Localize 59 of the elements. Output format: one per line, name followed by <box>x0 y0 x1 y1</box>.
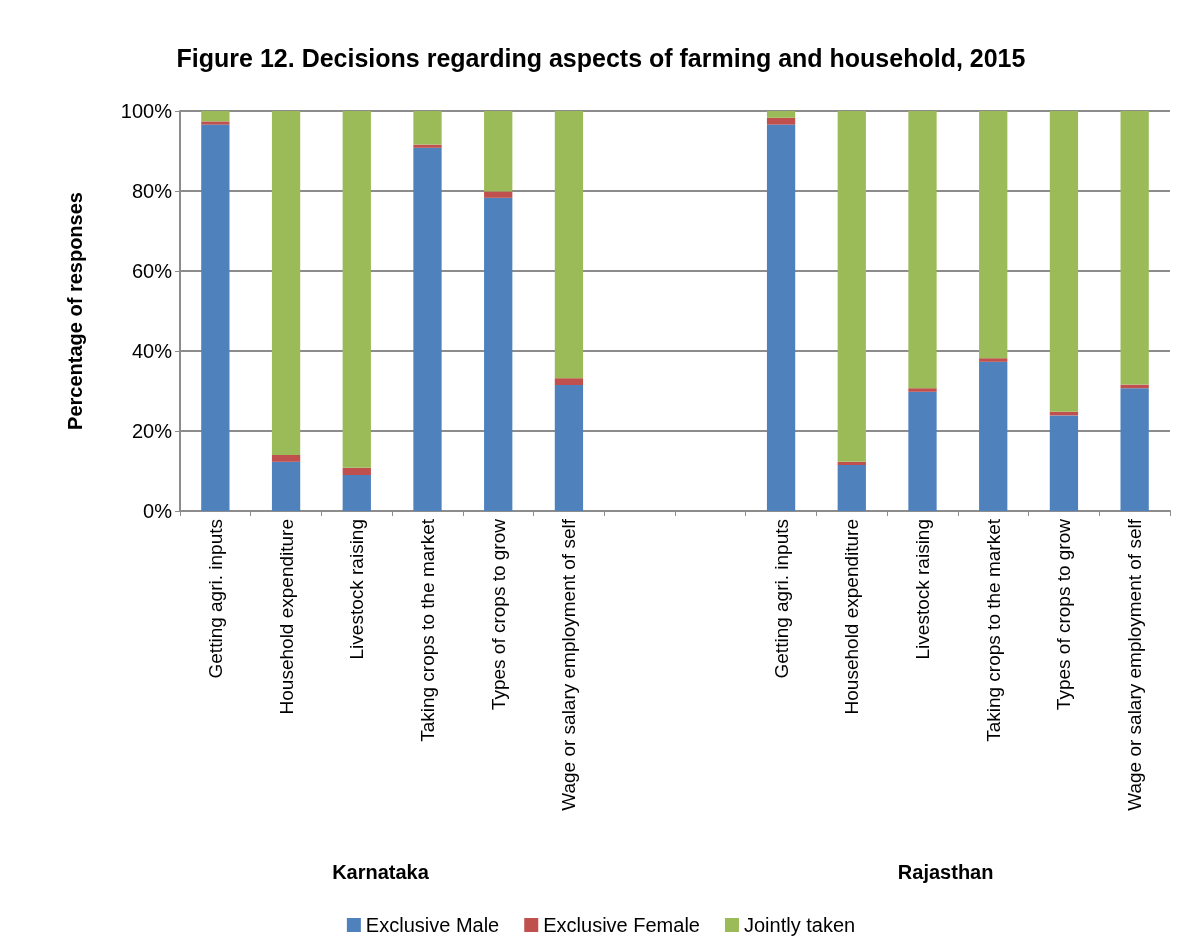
bar <box>342 467 371 475</box>
bar <box>484 197 513 511</box>
x-tick-label: Livestock raising <box>912 519 933 660</box>
y-tick-label: 100% <box>120 100 173 122</box>
bar <box>766 117 796 125</box>
bar <box>979 358 1008 362</box>
bar <box>342 475 371 511</box>
x-tick-label: Getting agri. inputs <box>770 519 792 679</box>
legend-label: Jointly taken <box>743 914 856 936</box>
y-tick-label: 80% <box>131 180 173 202</box>
bar <box>201 111 230 122</box>
x-tick-label: Wage or salary employment of self <box>558 518 580 811</box>
bar <box>554 111 584 379</box>
bar <box>1120 111 1149 385</box>
bar <box>271 111 301 455</box>
bar <box>1049 111 1079 412</box>
y-tick-label: 40% <box>131 340 173 362</box>
y-axis-title: Percentage of responses <box>64 192 86 430</box>
bar <box>837 461 866 465</box>
x-tick-label: Types of crops to grow <box>487 518 509 711</box>
y-tick-label: 0% <box>143 500 173 522</box>
y-tick-label: 20% <box>131 420 173 442</box>
x-tick-label: Household expenditure <box>275 519 297 715</box>
bar <box>484 191 513 198</box>
bar <box>908 388 937 392</box>
bar <box>766 124 796 511</box>
bar <box>413 111 442 145</box>
legend-label: Exclusive Male <box>365 914 500 936</box>
bar <box>766 111 796 118</box>
bar <box>554 385 584 511</box>
chart-title: Figure 12. Decisions regarding aspects of farming and household, 2015 <box>176 43 1026 72</box>
bar <box>413 147 442 511</box>
legend-label: Exclusive Female <box>543 914 700 936</box>
x-tick-label: Taking crops to the market <box>417 518 438 742</box>
bar <box>908 111 937 389</box>
text: Karnataka <box>332 861 430 883</box>
bar <box>201 121 230 125</box>
x-tick-label: Livestock raising <box>346 519 368 660</box>
bar <box>484 111 513 192</box>
bar <box>837 111 866 462</box>
bar <box>837 465 866 511</box>
y-tick-label: 60% <box>131 260 173 282</box>
x-tick-label: Wage or salary employment of self <box>1124 518 1146 811</box>
bar <box>271 461 301 511</box>
bar <box>1120 388 1149 511</box>
x-tick-label: Types of crops to grow <box>1053 518 1075 711</box>
bar <box>342 111 371 468</box>
x-tick-label: Household expenditure <box>841 519 863 715</box>
bar <box>413 144 442 148</box>
bar <box>908 391 937 511</box>
x-tick-label: Getting agri. inputs <box>204 519 226 679</box>
text: Rajasthan <box>897 861 994 883</box>
x-tick-label: Taking crops to the market <box>982 518 1004 742</box>
bar <box>979 361 1008 511</box>
bar <box>271 455 301 462</box>
bar <box>201 124 230 511</box>
bar <box>979 111 1008 359</box>
bar <box>1049 415 1079 511</box>
bar <box>554 378 584 385</box>
